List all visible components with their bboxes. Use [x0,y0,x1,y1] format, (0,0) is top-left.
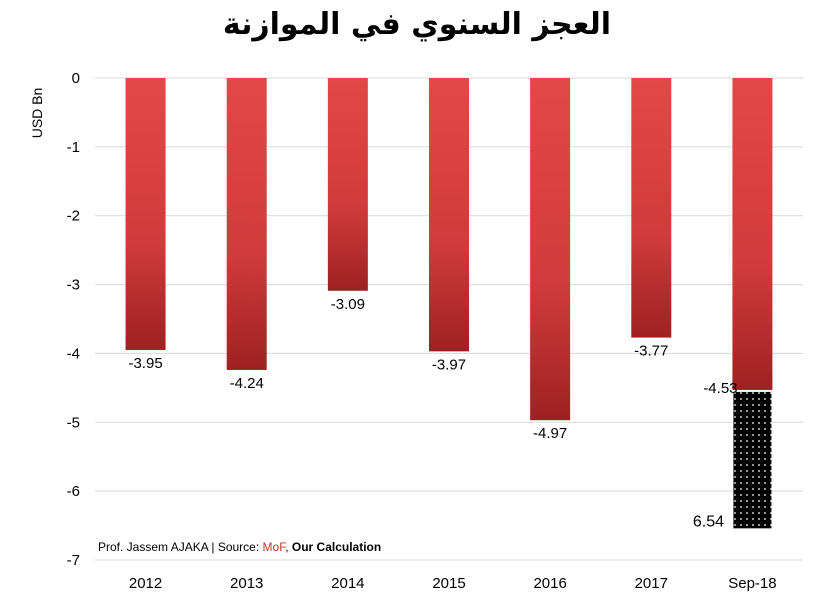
source-calc: Our Calculation [292,540,381,554]
y-tick-label: -4 [67,345,80,362]
x-tick-labels: 2012 2013 2014 2015 2016 2017 Sep-18 [129,575,777,592]
source-note: Prof. Jassem AJAKA | Source: MoF, Our Ca… [98,540,381,554]
data-label-2017: -3.77 [634,343,668,360]
y-axis-label: USD Bn [29,88,45,139]
bar-Sep-18 [732,78,773,390]
y-tick-label: -5 [67,414,80,431]
bar-extension-Sep-18 [733,391,772,529]
source-prefix: Prof. Jassem AJAKA | Source: [98,540,263,554]
bar-2013 [226,78,267,370]
data-label-2012: -3.95 [128,355,162,372]
y-tick-label: -6 [67,483,80,500]
bar-2017 [631,78,672,338]
bars [125,78,773,529]
x-tick-label: Sep-18 [728,575,776,592]
bar-2016 [530,78,571,421]
x-tick-label: 2017 [635,575,668,592]
data-label-2015: -3.97 [432,356,466,373]
source-separator: , [285,540,292,554]
x-tick-label: 2014 [331,575,364,592]
y-tick-label: 0 [72,70,80,87]
y-tick-labels: 0 -1 -2 -3 -4 -5 -6 -7 [67,70,80,569]
bar-2015 [429,78,469,352]
y-tick-label: -1 [67,139,80,156]
data-label-2016: -4.97 [533,425,567,442]
data-label-extension: 6.54 [693,513,724,530]
source-name: MoF [263,540,287,554]
data-labels: -3.95 -4.24 -3.09 -3.97 -4.97 -3.77 -4.53 6.54 [128,296,737,531]
x-tick-label: 2016 [533,575,566,592]
data-label-2014: -3.09 [331,296,365,313]
y-tick-label: -7 [67,552,80,569]
data-label-2013: -4.24 [230,375,264,392]
bar-2012 [125,78,166,350]
x-tick-label: 2012 [129,575,162,592]
chart-title: العجز السنوي في الموازنة [223,7,611,42]
y-tick-label: -2 [67,208,80,225]
bar-2014 [327,78,368,291]
y-tick-label: -3 [67,277,80,294]
x-tick-label: 2013 [230,575,263,592]
x-tick-label: 2015 [432,575,465,592]
data-label-Sep-18: -4.53 [703,380,737,397]
